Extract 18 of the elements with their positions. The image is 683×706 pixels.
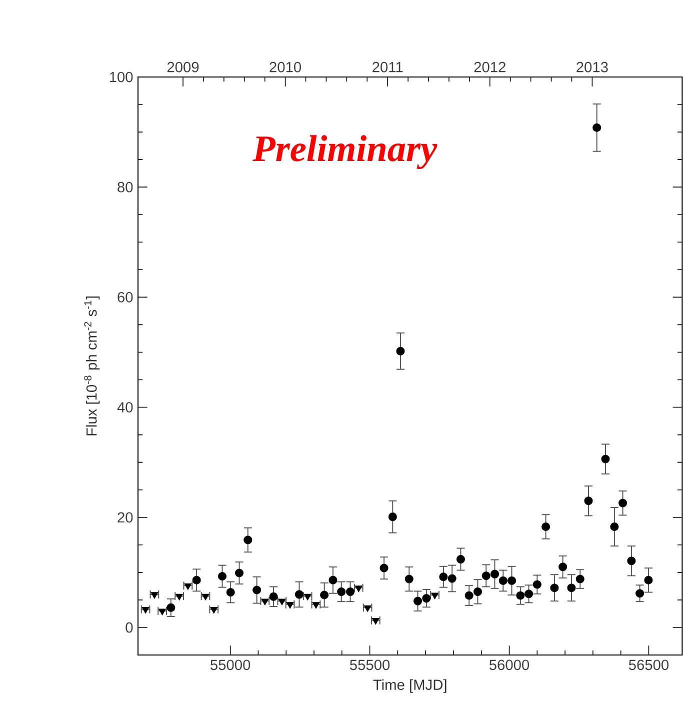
x-tick-label: 56000 — [489, 660, 530, 670]
y-tick-label: 40 — [117, 402, 133, 412]
y-tick-label: 100 — [110, 72, 133, 82]
y-tick-label: 0 — [126, 622, 133, 633]
x2-tick-label: 2011 — [372, 62, 403, 72]
y-tick-label: 60 — [118, 292, 133, 302]
x2-tick-label: 2012 — [474, 62, 506, 72]
x2-tick-label: 2010 — [270, 62, 302, 72]
y-axis-title: Flux [10$^{-8}$ ph cm$^{-2}$ s$^{-1}$] — [84, 296, 100, 436]
x-tick-label: 55000 — [210, 660, 250, 670]
x-tick-label: 55500 — [350, 660, 390, 670]
y-tick-label: 80 — [118, 182, 133, 192]
x2-tick-label: 2013 — [576, 62, 608, 72]
y-tick-label: 20 — [118, 512, 133, 523]
x-tick-label: 56500 — [628, 660, 669, 670]
annotation: Preliminary — [252, 135, 438, 170]
x-axis-title: Time [MJD] — [373, 679, 446, 693]
x2-tick-label: 2009 — [167, 62, 199, 72]
